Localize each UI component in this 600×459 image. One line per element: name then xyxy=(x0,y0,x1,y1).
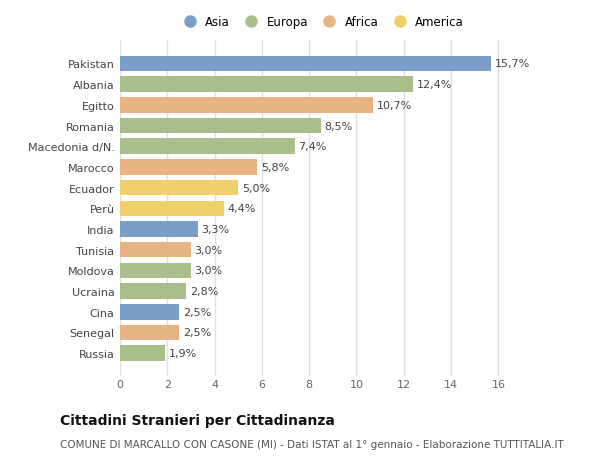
Bar xyxy=(120,242,191,258)
Bar xyxy=(120,325,179,341)
Bar xyxy=(120,118,321,134)
Bar xyxy=(120,180,238,196)
Text: 3,0%: 3,0% xyxy=(194,245,223,255)
Bar xyxy=(120,304,179,320)
Bar xyxy=(120,77,413,93)
Bar xyxy=(120,160,257,175)
Text: 2,5%: 2,5% xyxy=(182,307,211,317)
Text: 2,8%: 2,8% xyxy=(190,286,218,297)
Text: 7,4%: 7,4% xyxy=(299,142,327,152)
Text: 10,7%: 10,7% xyxy=(377,101,412,111)
Bar xyxy=(120,346,165,361)
Text: 5,0%: 5,0% xyxy=(242,183,270,193)
Legend: Asia, Europa, Africa, America: Asia, Europa, Africa, America xyxy=(176,14,466,31)
Text: 3,0%: 3,0% xyxy=(194,266,223,276)
Text: 3,3%: 3,3% xyxy=(202,224,230,235)
Text: Cittadini Stranieri per Cittadinanza: Cittadini Stranieri per Cittadinanza xyxy=(60,414,335,428)
Bar xyxy=(120,222,198,237)
Text: 8,5%: 8,5% xyxy=(325,121,353,131)
Bar xyxy=(120,139,295,155)
Text: COMUNE DI MARCALLO CON CASONE (MI) - Dati ISTAT al 1° gennaio - Elaborazione TUT: COMUNE DI MARCALLO CON CASONE (MI) - Dat… xyxy=(60,440,564,449)
Text: 2,5%: 2,5% xyxy=(182,328,211,338)
Bar xyxy=(120,201,224,217)
Text: 4,4%: 4,4% xyxy=(227,204,256,214)
Text: 5,8%: 5,8% xyxy=(260,162,289,173)
Text: 1,9%: 1,9% xyxy=(169,348,197,358)
Text: 15,7%: 15,7% xyxy=(495,59,530,69)
Text: 12,4%: 12,4% xyxy=(417,80,452,90)
Bar xyxy=(120,284,186,299)
Bar xyxy=(120,98,373,113)
Bar xyxy=(120,56,491,72)
Bar xyxy=(120,263,191,279)
